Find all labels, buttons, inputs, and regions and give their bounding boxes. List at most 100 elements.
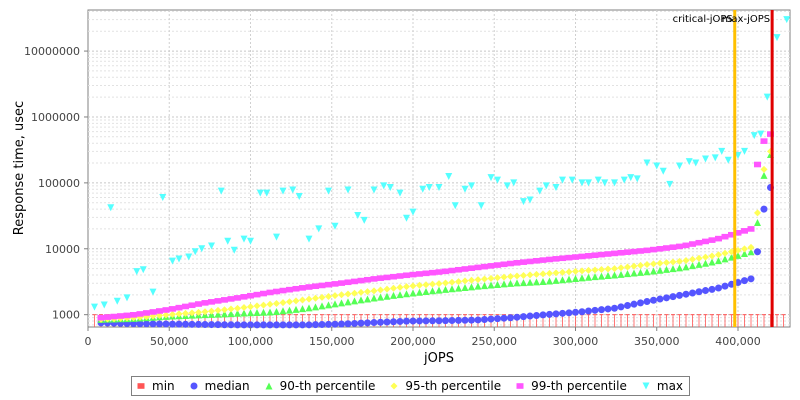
point-median xyxy=(156,320,163,328)
point-95-th-percentile xyxy=(461,277,469,285)
point-99-th-percentile xyxy=(318,282,326,289)
point-median xyxy=(578,308,586,316)
point-95-th-percentile xyxy=(520,271,527,279)
point-max xyxy=(305,235,313,243)
point-95-th-percentile xyxy=(318,293,326,301)
point-median xyxy=(234,321,241,329)
point-90-th-percentile xyxy=(455,284,462,292)
point-median xyxy=(617,303,625,311)
point-95-th-percentile xyxy=(370,287,378,295)
point-99-th-percentile xyxy=(344,279,352,286)
point-90-th-percentile xyxy=(409,289,417,297)
point-90-th-percentile xyxy=(520,279,527,287)
point-99-th-percentile xyxy=(767,131,774,137)
point-99-th-percentile xyxy=(214,298,222,304)
marker-line-critical-jops xyxy=(733,10,737,327)
point-median xyxy=(292,321,300,329)
point-median xyxy=(305,321,313,329)
point-99-th-percentile xyxy=(169,306,176,312)
point-median xyxy=(741,277,748,285)
point-99-th-percentile xyxy=(149,309,157,315)
point-max xyxy=(273,233,280,241)
point-90-th-percentile xyxy=(656,266,664,274)
point-max xyxy=(100,301,108,309)
point-90-th-percentile xyxy=(364,295,371,303)
point-median xyxy=(708,285,716,293)
point-max xyxy=(494,176,501,184)
point-99-th-percentile xyxy=(552,256,560,262)
point-95-th-percentile xyxy=(416,281,423,289)
point-95-th-percentile xyxy=(442,279,449,287)
legend-swatch-90-th-percentile xyxy=(265,382,273,390)
point-95-th-percentile xyxy=(689,255,696,263)
point-90-th-percentile xyxy=(325,301,332,309)
point-median xyxy=(689,289,696,297)
point-95-th-percentile xyxy=(201,308,209,316)
point-median xyxy=(754,248,761,256)
point-median xyxy=(494,315,501,323)
point-95-th-percentile xyxy=(266,300,274,308)
series-99-th-percentile xyxy=(97,131,774,321)
point-95-th-percentile xyxy=(611,265,618,273)
legend-marker-max xyxy=(642,382,650,390)
x-tick-label: 350,000 xyxy=(634,335,680,348)
point-max xyxy=(325,187,332,195)
point-90-th-percentile xyxy=(396,291,404,299)
point-90-th-percentile xyxy=(377,293,384,301)
legend-marker-median xyxy=(190,382,198,390)
point-max xyxy=(783,16,791,24)
point-95-th-percentile xyxy=(260,301,267,309)
point-99-th-percentile xyxy=(604,251,612,257)
point-99-th-percentile xyxy=(195,301,202,307)
legend-item-95-th-percentile: 95-th percentile xyxy=(389,379,501,393)
point-median xyxy=(364,319,371,327)
point-99-th-percentile xyxy=(110,313,118,320)
point-99-th-percentile xyxy=(487,263,495,269)
point-90-th-percentile xyxy=(292,305,300,313)
point-median xyxy=(422,317,430,325)
point-99-th-percentile xyxy=(162,307,170,313)
point-95-th-percentile xyxy=(552,269,560,277)
point-median xyxy=(279,321,287,329)
legend-marker-99-th-percentile xyxy=(516,383,524,389)
point-99-th-percentile xyxy=(279,287,287,294)
point-90-th-percentile xyxy=(266,308,274,316)
point-max xyxy=(425,184,433,192)
point-95-th-percentile xyxy=(572,267,579,275)
point-max xyxy=(666,180,674,188)
point-90-th-percentile xyxy=(754,219,761,227)
point-95-th-percentile xyxy=(754,209,761,217)
point-max xyxy=(552,184,560,192)
point-95-th-percentile xyxy=(240,304,248,312)
point-median xyxy=(702,287,709,295)
point-95-th-percentile xyxy=(578,267,586,275)
point-99-th-percentile xyxy=(474,264,482,271)
point-median xyxy=(643,298,651,306)
point-99-th-percentile xyxy=(234,295,241,301)
point-median xyxy=(169,320,176,328)
point-90-th-percentile xyxy=(682,263,690,271)
point-median xyxy=(227,321,235,329)
point-max xyxy=(331,222,339,230)
point-95-th-percentile xyxy=(604,265,612,273)
point-90-th-percentile xyxy=(286,306,293,314)
point-99-th-percentile xyxy=(494,262,501,268)
point-90-th-percentile xyxy=(669,265,677,273)
point-max xyxy=(468,182,475,190)
point-95-th-percentile xyxy=(351,289,358,297)
point-90-th-percentile xyxy=(240,309,248,317)
point-median xyxy=(396,317,404,325)
point-90-th-percentile xyxy=(429,287,436,295)
point-max xyxy=(224,237,232,245)
point-99-th-percentile xyxy=(754,161,761,168)
point-99-th-percentile xyxy=(312,283,319,290)
point-median xyxy=(715,284,722,292)
point-99-th-percentile xyxy=(292,285,300,292)
point-max xyxy=(702,155,709,163)
point-99-th-percentile xyxy=(338,280,345,286)
point-95-th-percentile xyxy=(500,273,508,281)
point-99-th-percentile xyxy=(221,297,228,303)
point-95-th-percentile xyxy=(624,263,631,271)
point-90-th-percentile xyxy=(221,310,228,318)
